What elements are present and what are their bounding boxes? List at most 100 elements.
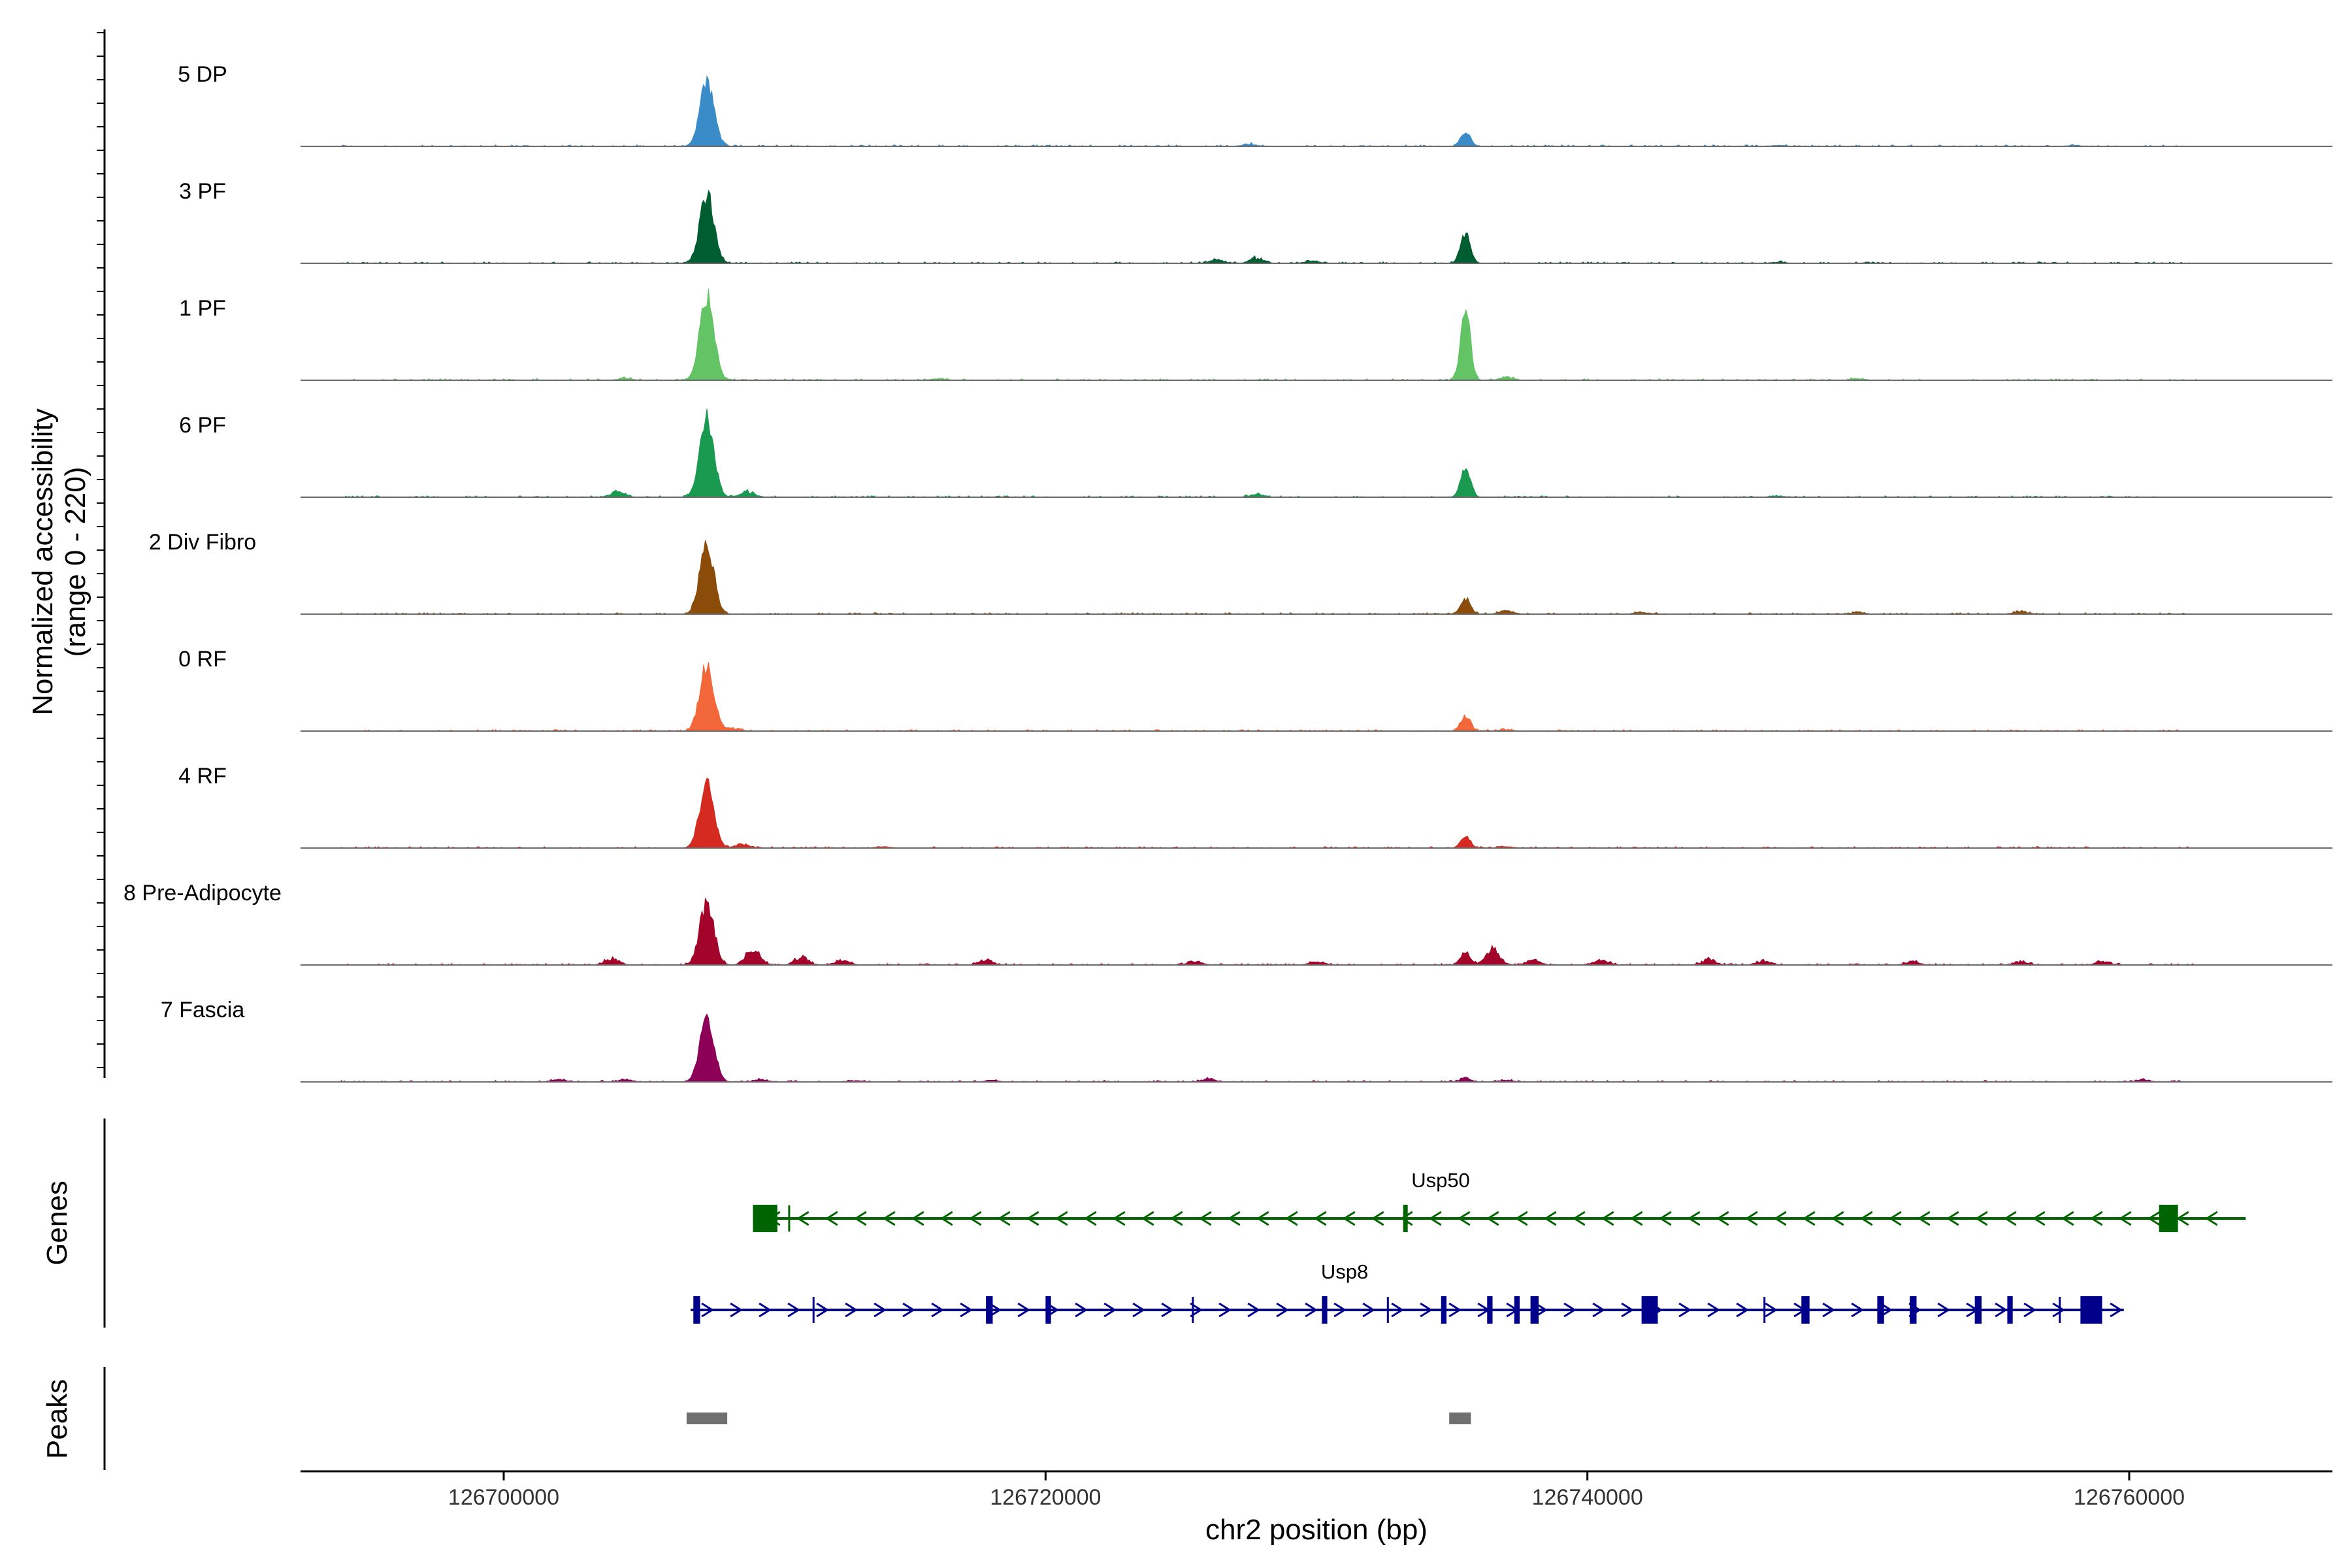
coverage-track: 0 RF <box>178 647 2332 732</box>
strand-arrow <box>1744 1211 1758 1226</box>
strand-arrow <box>1831 1211 1844 1226</box>
exon <box>2080 1296 2102 1324</box>
strand-arrow <box>1658 1211 1672 1226</box>
strand-arrow <box>1995 1302 2008 1318</box>
strand-arrow <box>1946 1211 1959 1226</box>
strand-arrow <box>1342 1211 1356 1226</box>
strand-arrow <box>1391 1302 1404 1318</box>
strand-arrow <box>1256 1211 1269 1226</box>
strand-arrow <box>759 1302 772 1318</box>
strand-arrow <box>1026 1211 1039 1226</box>
x-tick-label: 126760000 <box>2074 1485 2185 1510</box>
strand-arrow <box>796 1211 809 1226</box>
coverage-area <box>340 540 2196 615</box>
strand-arrow <box>1017 1302 1030 1318</box>
strand-arrow <box>2204 1211 2218 1226</box>
exon <box>1192 1297 1194 1323</box>
track-label: 0 RF <box>178 647 227 672</box>
strand-arrow <box>1592 1302 1605 1318</box>
coverage-track: 4 RF <box>178 764 2332 849</box>
strand-arrow <box>874 1302 887 1318</box>
exon <box>1877 1296 1884 1324</box>
track-label: 2 Div Fibro <box>149 530 256 555</box>
track-label: 4 RF <box>178 764 227 789</box>
strand-arrow <box>1822 1302 1835 1318</box>
exon <box>1514 1296 1520 1324</box>
strand-arrow <box>1563 1302 1576 1318</box>
strand-arrow <box>1305 1302 1318 1318</box>
strand-arrow <box>1362 1302 1375 1318</box>
strand-arrow <box>2110 1302 2123 1318</box>
strand-arrow <box>825 1211 838 1226</box>
track-label: 3 PF <box>179 179 226 204</box>
strand-arrow <box>2032 1211 2046 1226</box>
strand-arrow <box>1736 1302 1749 1318</box>
y-axis-title-line1: Normalized accessibility <box>27 408 59 715</box>
gene-model: Usp50 <box>753 1169 2246 1232</box>
exon <box>2059 1297 2061 1323</box>
exon <box>812 1297 815 1323</box>
peak-regions <box>686 1413 1471 1424</box>
strand-arrow <box>1678 1302 1691 1318</box>
coverage-area <box>340 777 2197 849</box>
strand-arrow <box>1974 1211 1988 1226</box>
strand-arrow <box>1227 1211 1241 1226</box>
strand-arrow <box>1716 1211 1729 1226</box>
coverage-track: 5 DP <box>178 62 2332 147</box>
strand-arrow <box>2052 1302 2065 1318</box>
track-label: 7 Fascia <box>161 998 245 1022</box>
exon <box>1763 1297 1766 1323</box>
coverage-tracks: 5 DP 3 PF 1 PF 6 PF 2 Div Fibro 0 RF 4 RF 8 Pre… <box>123 62 2332 1083</box>
coverage-area <box>341 662 2196 732</box>
strand-arrow <box>911 1211 924 1226</box>
y-axis-ticks <box>97 32 105 1068</box>
coverage-area <box>340 74 2196 147</box>
strand-arrow <box>1247 1302 1260 1318</box>
strand-arrow <box>1190 1302 1203 1318</box>
strand-arrow <box>1448 1302 1462 1318</box>
exon <box>1322 1296 1328 1324</box>
strand-arrow <box>2147 1211 2161 1226</box>
coverage-track: 8 Pre-Adipocyte <box>123 881 2332 966</box>
strand-arrow <box>1707 1302 1720 1318</box>
strand-arrow <box>931 1302 944 1318</box>
coverage-area <box>341 408 2197 498</box>
x-tick-label: 126740000 <box>1532 1485 1643 1510</box>
coverage-area <box>340 288 2197 381</box>
strand-arrow <box>1428 1211 1442 1226</box>
exon <box>693 1296 700 1324</box>
strand-arrow <box>960 1302 973 1318</box>
strand-arrow <box>1103 1302 1117 1318</box>
gene-model: Usp8 <box>691 1260 2124 1324</box>
coverage-area <box>341 897 2196 966</box>
gene-models: Usp50 Usp8 <box>691 1169 2246 1324</box>
strand-arrow <box>968 1211 982 1226</box>
exon <box>1403 1205 1408 1232</box>
coverage-track: 6 PF <box>179 408 2332 498</box>
coverage-track: 1 PF <box>179 288 2332 381</box>
strand-arrow <box>1601 1211 1614 1226</box>
exon <box>986 1296 993 1324</box>
strand-arrow <box>2023 1302 2036 1318</box>
x-axis-title: chr2 position (bp) <box>1205 1514 1428 1546</box>
strand-arrow <box>2003 1211 2017 1226</box>
strand-arrow <box>1161 1302 1174 1318</box>
strand-arrow <box>1917 1211 1931 1226</box>
strand-arrow <box>1888 1211 1902 1226</box>
exon <box>1801 1296 1810 1324</box>
exon <box>1386 1297 1389 1323</box>
gene-name: Usp8 <box>1321 1260 1368 1283</box>
coverage-track: 2 Div Fibro <box>149 530 2332 615</box>
strand-arrow <box>2118 1211 2132 1226</box>
strand-arrow <box>1621 1302 1634 1318</box>
exon <box>1974 1296 1982 1324</box>
strand-arrow <box>1198 1211 1212 1226</box>
strand-arrow <box>1851 1302 1864 1318</box>
strand-arrow <box>1075 1302 1088 1318</box>
strand-arrow <box>845 1302 858 1318</box>
exon <box>2007 1296 2013 1324</box>
strand-arrow <box>1333 1302 1347 1318</box>
strand-arrow <box>1802 1211 1816 1226</box>
exon <box>1045 1296 1051 1324</box>
coverage-area <box>340 1013 2197 1083</box>
